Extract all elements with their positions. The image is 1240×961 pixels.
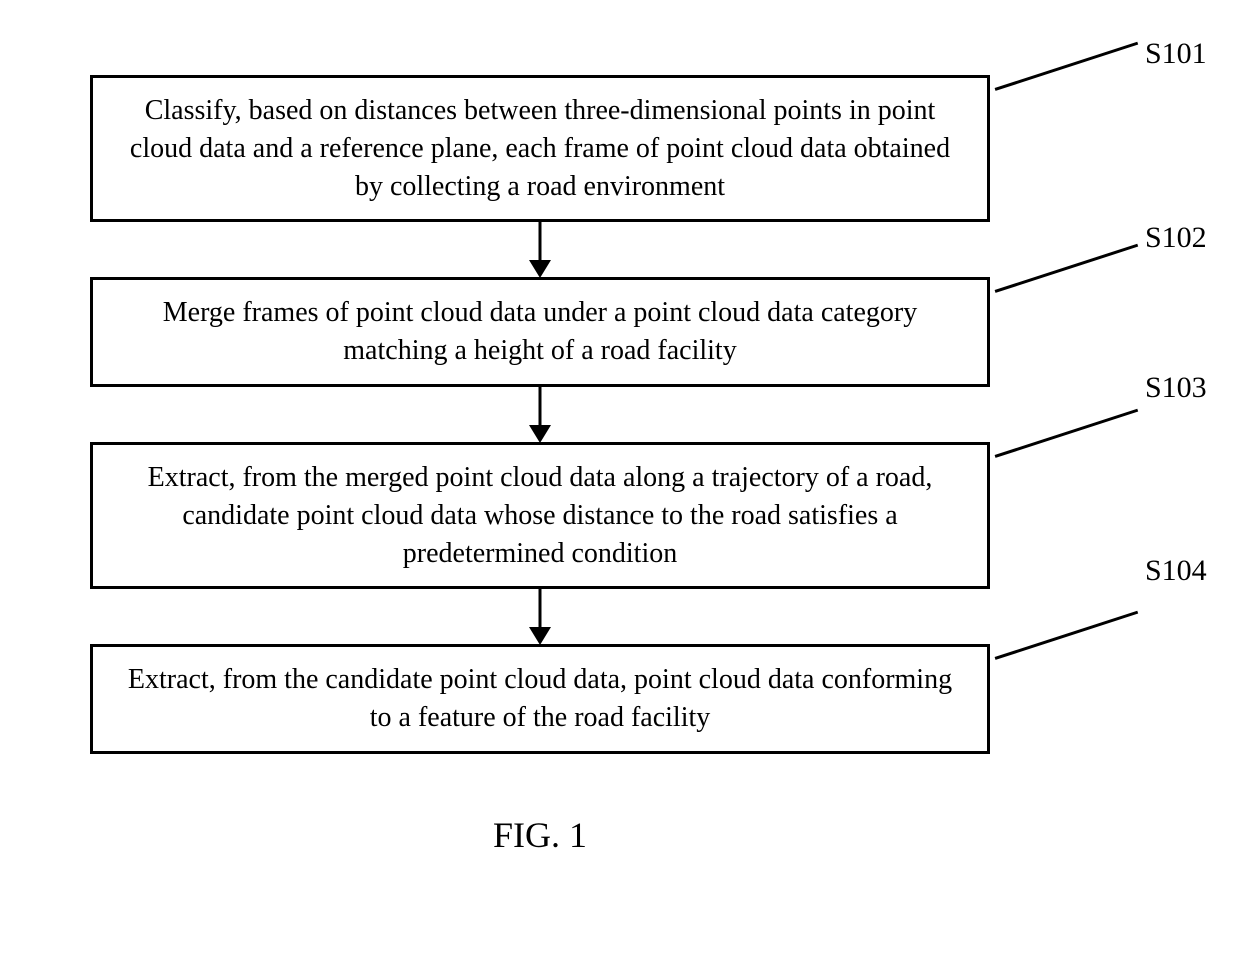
arrow-line <box>539 589 542 629</box>
step-text: Classify, based on distances between thr… <box>130 95 950 202</box>
step-text: Merge frames of point cloud data under a… <box>163 297 917 366</box>
step-box-s102: Merge frames of point cloud data under a… <box>90 277 990 387</box>
arrow-connector <box>90 589 990 644</box>
step-label-s103: S103 <box>1145 371 1207 405</box>
step-box-s104: Extract, from the candidate point cloud … <box>90 644 990 754</box>
step-box-s101: Classify, based on distances between thr… <box>90 75 990 222</box>
arrow-line <box>539 222 542 262</box>
arrow-line <box>539 387 542 427</box>
arrow-head-icon <box>529 627 551 645</box>
arrow-connector <box>90 387 990 442</box>
label-connector-line <box>995 244 1138 293</box>
arrow-head-icon <box>529 425 551 443</box>
step-text: Extract, from the merged point cloud dat… <box>148 462 933 569</box>
step-label-s101: S101 <box>1145 37 1207 71</box>
flowchart-container: Classify, based on distances between thr… <box>90 75 1150 856</box>
label-connector-line <box>995 611 1138 660</box>
arrow-connector <box>90 222 990 277</box>
step-label-s104: S104 <box>1145 554 1207 588</box>
step-label-s102: S102 <box>1145 221 1207 255</box>
label-connector-line <box>995 409 1138 458</box>
label-connector-line <box>995 42 1138 91</box>
step-text: Extract, from the candidate point cloud … <box>128 664 952 733</box>
arrow-head-icon <box>529 260 551 278</box>
step-box-s103: Extract, from the merged point cloud dat… <box>90 442 990 589</box>
figure-caption: FIG. 1 <box>90 814 990 856</box>
